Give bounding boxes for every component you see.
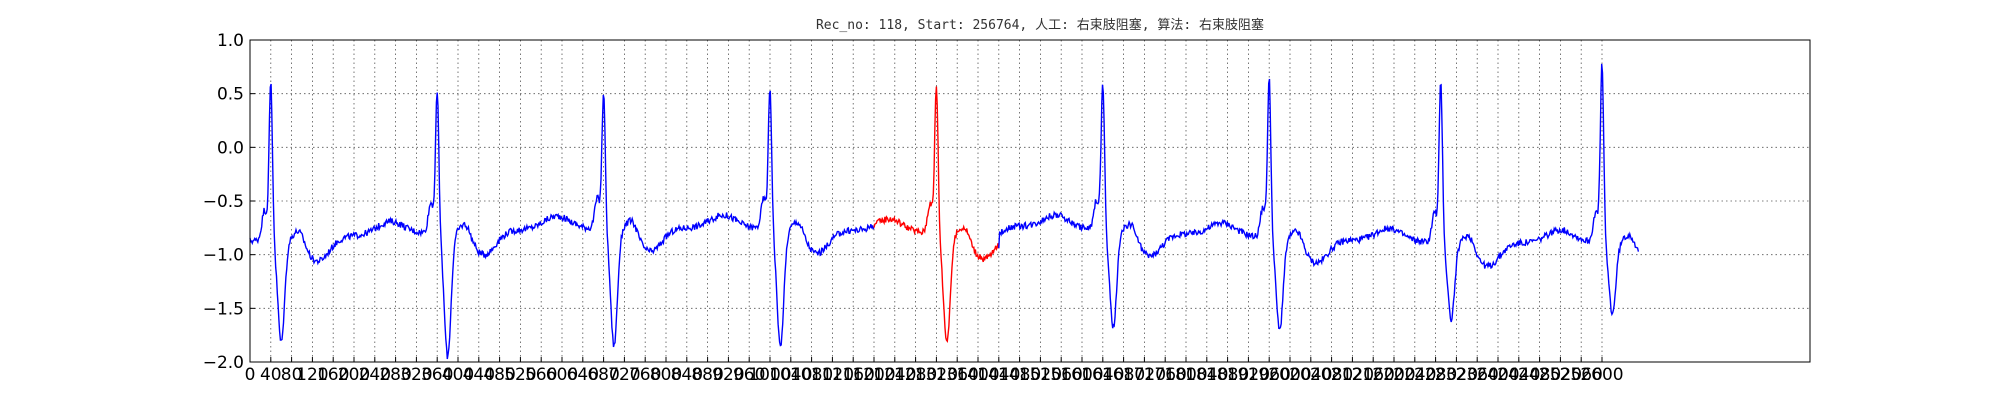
x-tick-label: 1960 bbox=[1248, 365, 1291, 385]
ecg-segment-after bbox=[998, 63, 1640, 330]
x-tick-label: 1640 bbox=[1081, 365, 1124, 385]
x-tick-label: 720 bbox=[608, 365, 640, 385]
x-tick-label: 2320 bbox=[1435, 365, 1478, 385]
x-tick-label: 600 bbox=[546, 365, 578, 385]
grid-lines bbox=[249, 39, 1810, 363]
y-tick-label: 0.0 bbox=[217, 138, 244, 158]
x-tick-label: 2560 bbox=[1560, 365, 1603, 385]
x-tick-label: 2480 bbox=[1518, 365, 1561, 385]
x-tick-label: 1600 bbox=[1060, 365, 1103, 385]
x-tick-label: 160 bbox=[317, 365, 349, 385]
x-tick-label: 1240 bbox=[873, 365, 916, 385]
y-tick-label: 0.5 bbox=[217, 85, 244, 105]
x-tick-label: 2200 bbox=[1372, 365, 1415, 385]
x-tick-label: 240 bbox=[359, 365, 391, 385]
x-tick-label: 2120 bbox=[1331, 365, 1374, 385]
x-tick-label: 360 bbox=[421, 365, 453, 385]
x-tick-label: 1760 bbox=[1144, 365, 1187, 385]
x-tick-label: 880 bbox=[691, 365, 723, 385]
x-tick-label: 1080 bbox=[790, 365, 833, 385]
x-tick-label: 1040 bbox=[769, 365, 812, 385]
x-tick-label: 1840 bbox=[1185, 365, 1228, 385]
ecg-segment-highlight bbox=[873, 86, 1000, 343]
x-tick-label: 1880 bbox=[1206, 365, 1249, 385]
x-tick-label: 2520 bbox=[1539, 365, 1582, 385]
x-tick-label: 400 bbox=[442, 365, 474, 385]
x-tick-label: 2600 bbox=[1580, 365, 1623, 385]
x-tick-label: 1520 bbox=[1019, 365, 1062, 385]
x-tick-label: 2160 bbox=[1352, 365, 1395, 385]
y-axis-ticks: 1.0 0.5 0.0 −0.5 −1.0 −1.5 −2.0 bbox=[203, 31, 255, 373]
x-tick-label: 1360 bbox=[936, 365, 979, 385]
x-tick-label: 640 bbox=[567, 365, 599, 385]
x-tick-label: 80 bbox=[281, 365, 303, 385]
x-tick-label: 1120 bbox=[811, 365, 854, 385]
ecg-segment-before bbox=[249, 83, 875, 360]
x-tick-label: 440 bbox=[463, 365, 495, 385]
x-tick-label: 2280 bbox=[1414, 365, 1457, 385]
x-tick-label: 1160 bbox=[832, 365, 875, 385]
x-tick-label: 120 bbox=[296, 365, 328, 385]
x-tick-label: 2240 bbox=[1393, 365, 1436, 385]
x-tick-label: 800 bbox=[650, 365, 682, 385]
y-tick-label: 1.0 bbox=[217, 31, 244, 51]
x-tick-label: 520 bbox=[504, 365, 536, 385]
x-tick-label: 2440 bbox=[1497, 365, 1540, 385]
y-tick-label: −2.0 bbox=[203, 353, 244, 373]
x-tick-label: 1680 bbox=[1102, 365, 1145, 385]
x-tick-label: 1320 bbox=[915, 365, 958, 385]
x-tick-label: 760 bbox=[629, 365, 661, 385]
x-tick-label: 1920 bbox=[1227, 365, 1270, 385]
x-tick-label: 2040 bbox=[1289, 365, 1332, 385]
x-tick-label: 1280 bbox=[894, 365, 937, 385]
x-tick-label: 40 bbox=[260, 365, 282, 385]
x-tick-label: 680 bbox=[587, 365, 619, 385]
x-tick-label: 920 bbox=[712, 365, 744, 385]
x-tick-label: 1800 bbox=[1164, 365, 1207, 385]
x-tick-label: 1480 bbox=[998, 365, 1041, 385]
x-tick-label: 960 bbox=[733, 365, 765, 385]
x-axis-ticks: 0 40 8012016020024028032036040044048052056… bbox=[245, 357, 1624, 385]
x-tick-label: 2400 bbox=[1476, 365, 1519, 385]
x-tick-label: 0 bbox=[245, 365, 256, 385]
y-tick-label: −0.5 bbox=[203, 192, 244, 212]
ecg-trace bbox=[249, 63, 1640, 360]
x-tick-label: 840 bbox=[671, 365, 703, 385]
x-tick-label: 2080 bbox=[1310, 365, 1353, 385]
x-tick-label: 200 bbox=[338, 365, 370, 385]
x-tick-label: 560 bbox=[525, 365, 557, 385]
x-tick-label: 1400 bbox=[956, 365, 999, 385]
x-tick-label: 1440 bbox=[977, 365, 1020, 385]
x-tick-label: 1720 bbox=[1123, 365, 1166, 385]
x-tick-label: 2000 bbox=[1268, 365, 1311, 385]
x-tick-label: 1560 bbox=[1040, 365, 1083, 385]
x-tick-label: 1200 bbox=[852, 365, 895, 385]
plot-frame bbox=[249, 39, 1811, 363]
x-tick-label: 2360 bbox=[1456, 365, 1499, 385]
x-tick-label: 480 bbox=[483, 365, 515, 385]
x-tick-label: 280 bbox=[379, 365, 411, 385]
x-tick-label: 320 bbox=[400, 365, 432, 385]
y-tick-label: −1.5 bbox=[203, 299, 244, 319]
y-tick-label: −1.0 bbox=[203, 246, 244, 266]
chart-title: Rec_no: 118, Start: 256764, 人工: 右束肢阻塞, 算… bbox=[816, 17, 1264, 33]
x-tick-label: 1000 bbox=[748, 365, 791, 385]
